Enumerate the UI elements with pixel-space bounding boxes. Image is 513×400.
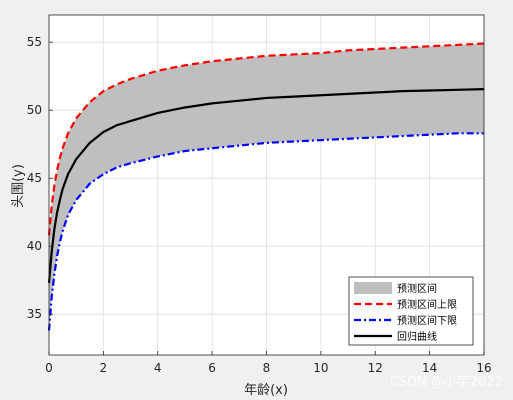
x-tick-label: 6 [208, 361, 216, 375]
x-tick-label: 14 [422, 361, 437, 375]
legend-label-lower: 预测区间下限 [397, 314, 457, 327]
x-tick-label: 2 [100, 361, 108, 375]
legend-label-upper: 预测区间上限 [397, 298, 457, 311]
x-tick-label: 8 [263, 361, 271, 375]
y-tick-label: 40 [27, 239, 42, 253]
y-tick-label: 45 [27, 171, 42, 185]
legend-label-regression: 回归曲线 [397, 330, 437, 343]
y-axis-label: 头围(y) [11, 164, 26, 208]
x-tick-label: 16 [476, 361, 491, 375]
prediction-band-layer [49, 43, 484, 331]
y-tick-label: 35 [27, 307, 42, 321]
upper-limit-line [47, 42, 485, 236]
legend: 预测区间 预测区间上限 预测区间下限 回归曲线 [348, 276, 474, 346]
x-tick-label: 12 [368, 361, 383, 375]
x-tick-label: 0 [45, 361, 53, 375]
x-tick-label: 10 [313, 361, 328, 375]
tick-labels: 0 2 4 6 8 10 12 14 16 35 40 45 50 55 [27, 35, 492, 375]
regression-curve-line [47, 88, 485, 284]
watermark-text: CSDN @小宇2022 [390, 375, 503, 390]
prediction-band [49, 43, 484, 331]
y-tick-label: 55 [27, 35, 42, 49]
axis-ticks [48, 41, 485, 355]
x-axis-label: 年龄(x) [244, 383, 288, 398]
y-tick-label: 50 [27, 103, 42, 117]
x-tick-label: 4 [154, 361, 162, 375]
legend-swatch-band [354, 282, 392, 294]
legend-label-band: 预测区间 [397, 282, 437, 295]
series-lines-layer [47, 42, 485, 331]
lower-limit-line [47, 132, 484, 331]
